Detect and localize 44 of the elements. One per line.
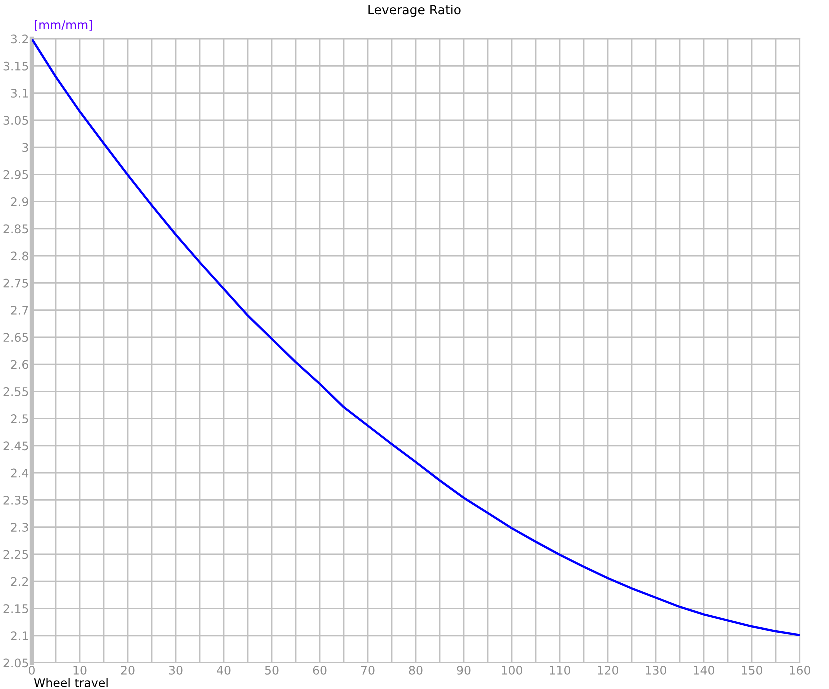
y-tick-label: 2.15 — [4, 604, 28, 614]
y-axis-title: [mm/mm] — [35, 20, 92, 31]
y-tick-label: 3.05 — [4, 116, 28, 126]
x-tick-label: 50 — [265, 666, 279, 675]
x-tick-label: 140 — [694, 666, 714, 675]
x-tick-label: 130 — [646, 666, 666, 675]
y-tick-label: 2.95 — [4, 170, 28, 180]
x-tick-label: 70 — [361, 666, 375, 675]
x-tick-label: 120 — [598, 666, 618, 675]
x-tick-label: 150 — [742, 666, 762, 675]
y-tick-label: 2.4 — [11, 468, 29, 478]
x-tick-label: 0 — [29, 666, 35, 675]
y-tick-label: 2.9 — [11, 198, 28, 206]
y-tick-label: 2.75 — [4, 278, 28, 288]
y-tick-label: 2.5 — [11, 414, 28, 424]
y-tick-label: 2.2 — [11, 577, 28, 586]
y-tick-label: 2.65 — [4, 333, 28, 342]
x-axis-title: Wheel travel — [34, 678, 108, 688]
y-tick-label: 2.55 — [4, 387, 28, 396]
y-tick-label: 2.05 — [4, 658, 28, 668]
x-tick-label: 160 — [790, 666, 810, 675]
y-tick-label: 2.3 — [11, 523, 28, 532]
x-tick-label: 100 — [502, 666, 522, 675]
x-tick-label: 80 — [409, 666, 423, 675]
x-tick-label: 10 — [74, 666, 87, 675]
y-tick-label: 2.1 — [11, 632, 28, 640]
y-tick-label: 2.45 — [4, 442, 28, 451]
chart-title: Leverage Ratio — [368, 4, 461, 18]
y-tick-label: 3.15 — [4, 62, 28, 71]
y-tick-label: 2.7 — [11, 306, 28, 315]
x-tick-label: 30 — [169, 666, 183, 675]
y-tick-label: 3.2 — [11, 34, 28, 44]
y-tick-label: 2.85 — [4, 224, 28, 234]
x-tick-label: 40 — [217, 666, 231, 675]
y-tick-label: 2.6 — [11, 360, 28, 370]
y-tick-label: 3.1 — [11, 88, 28, 98]
y-tick-label: 2.25 — [4, 550, 28, 560]
y-tick-label: 3 — [22, 143, 28, 152]
x-tick-label: 90 — [457, 666, 471, 675]
x-tick-label: 20 — [121, 666, 135, 675]
y-tick-label: 2.35 — [4, 496, 28, 505]
x-tick-label: 60 — [313, 666, 327, 675]
x-tick-label: 110 — [550, 666, 570, 675]
y-tick-label: 2.8 — [11, 252, 28, 261]
